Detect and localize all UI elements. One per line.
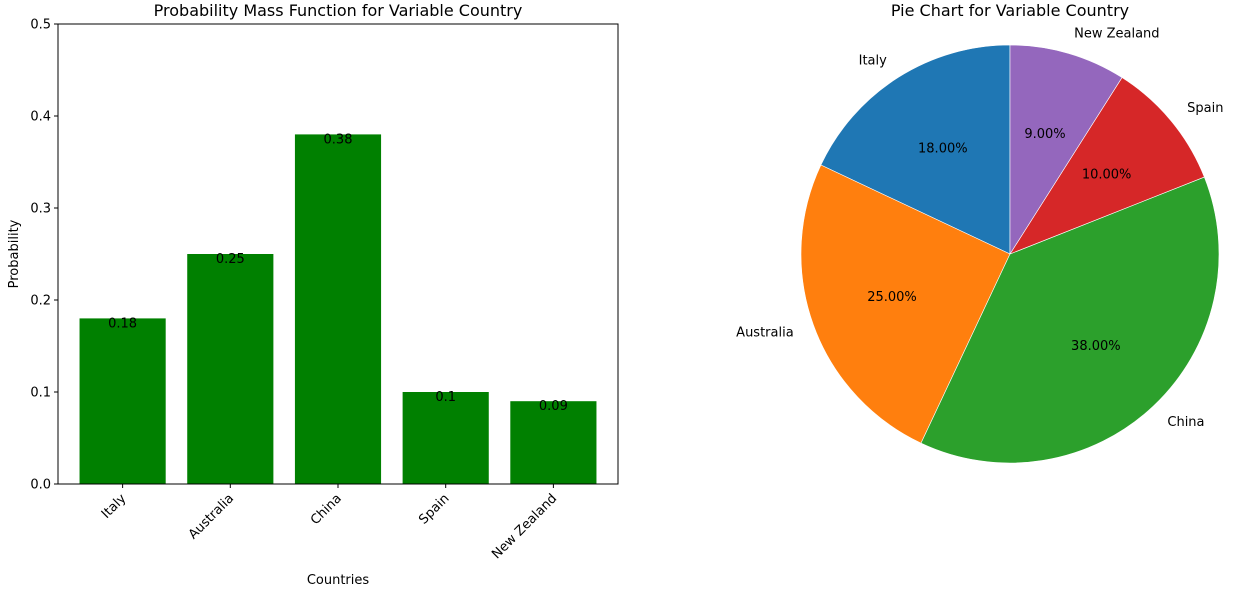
data-labels: 0.18 0.25 0.38 0.1 0.09 — [108, 132, 568, 414]
pie-slices — [800, 44, 1220, 464]
bar-chart-title: Probability Mass Function for Variable C… — [154, 1, 523, 20]
bar — [79, 318, 166, 484]
pie-labels: 18.00% Italy 25.00% Australia 38.00% China 10.… — [736, 27, 1223, 430]
bar-value-label: 0.09 — [539, 399, 568, 414]
y-tick-label: 0.0 — [30, 478, 51, 493]
pie-percent-label: 10.00% — [1082, 168, 1132, 183]
pie-percent-label: 9.00% — [1024, 127, 1065, 142]
bar — [402, 392, 489, 484]
bar-chart: Probability Mass Function for Variable C… — [7, 1, 619, 588]
pie-category-label: New Zealand — [1074, 27, 1159, 42]
bar-value-label: 0.18 — [108, 316, 137, 331]
bar — [510, 401, 597, 484]
pie-percent-label: 18.00% — [918, 142, 968, 157]
pie-chart-title: Pie Chart for Variable Country — [891, 1, 1129, 20]
pie-slice — [820, 44, 1011, 255]
pie-slice — [1009, 77, 1205, 255]
bar — [187, 254, 274, 484]
y-tick-label: 0.1 — [30, 386, 51, 401]
pie-category-label: Spain — [1187, 101, 1223, 116]
x-axis: Italy Australia China Spain New Zealand — [99, 484, 560, 562]
bars — [79, 134, 597, 484]
pie-category-label: Australia — [736, 325, 794, 340]
pie-percent-label: 25.00% — [867, 290, 917, 305]
pie-slice — [1009, 44, 1123, 256]
x-tick-label: New Zealand — [489, 491, 560, 562]
bar-value-label: 0.1 — [435, 390, 456, 405]
bar-value-label: 0.38 — [324, 132, 353, 147]
pie-slice — [800, 164, 1011, 444]
y-axis-label: Probability — [7, 219, 22, 288]
x-tick-label: China — [308, 491, 345, 528]
pie-percent-label: 38.00% — [1071, 339, 1121, 354]
x-tick-label: Australia — [186, 491, 237, 542]
y-tick-label: 0.3 — [30, 202, 51, 217]
y-tick-label: 0.4 — [30, 110, 51, 125]
x-tick-label: Italy — [99, 491, 130, 522]
pie-category-label: Italy — [859, 53, 888, 68]
bar-value-label: 0.25 — [216, 252, 245, 267]
pie-chart: Pie Chart for Variable Country 18.00% Ita… — [736, 1, 1223, 464]
y-tick-label: 0.5 — [30, 18, 51, 33]
pie-slice — [920, 176, 1220, 464]
y-axis: 0.0 0.1 0.2 0.3 0.4 0.5 — [30, 18, 58, 493]
x-tick-label: Spain — [416, 491, 452, 527]
bar — [294, 134, 382, 484]
x-axis-label: Countries — [307, 573, 370, 588]
y-tick-label: 0.2 — [30, 294, 51, 309]
pie-category-label: China — [1167, 415, 1204, 430]
